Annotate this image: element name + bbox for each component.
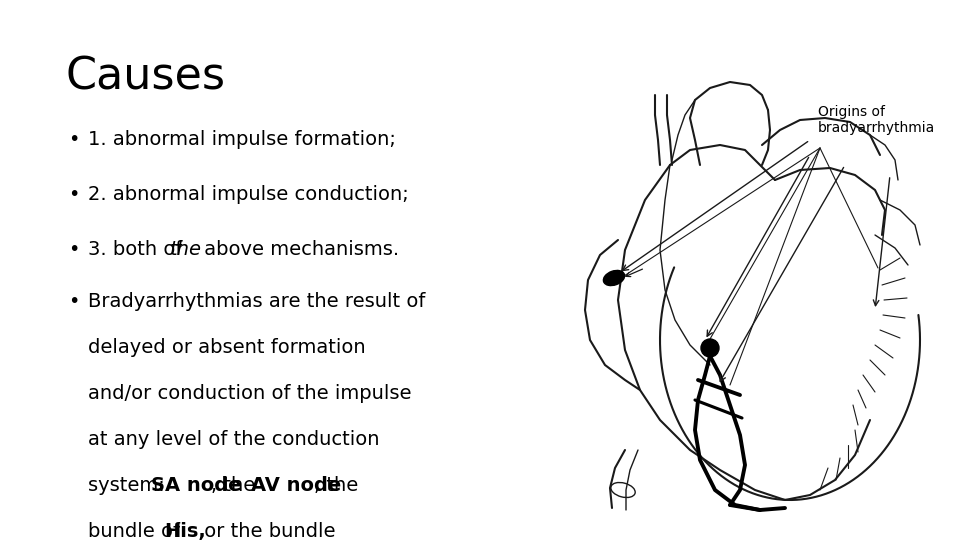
Text: •: • bbox=[68, 185, 80, 204]
Ellipse shape bbox=[604, 271, 625, 286]
Text: , the: , the bbox=[211, 476, 261, 495]
Text: His,: His, bbox=[164, 522, 205, 540]
Text: at any level of the conduction: at any level of the conduction bbox=[88, 430, 379, 449]
Text: above mechanisms.: above mechanisms. bbox=[198, 240, 399, 259]
Text: •: • bbox=[68, 240, 80, 259]
Text: 3. both of: 3. both of bbox=[88, 240, 188, 259]
Text: Origins of
bradyarrhythmia: Origins of bradyarrhythmia bbox=[818, 105, 935, 135]
Text: the: the bbox=[170, 240, 202, 259]
Text: , the: , the bbox=[314, 476, 358, 495]
Text: •: • bbox=[68, 130, 80, 149]
Text: Causes: Causes bbox=[65, 55, 225, 98]
Text: AV node: AV node bbox=[251, 476, 341, 495]
Text: Bradyarrhythmias are the result of: Bradyarrhythmias are the result of bbox=[88, 292, 425, 311]
Text: 1. abnormal impulse formation;: 1. abnormal impulse formation; bbox=[88, 130, 396, 149]
Text: •: • bbox=[68, 292, 80, 311]
Text: or the bundle: or the bundle bbox=[198, 522, 335, 540]
Ellipse shape bbox=[611, 483, 636, 497]
Text: bundle of: bundle of bbox=[88, 522, 186, 540]
Ellipse shape bbox=[701, 339, 719, 357]
Text: system:: system: bbox=[88, 476, 171, 495]
Text: 2. abnormal impulse conduction;: 2. abnormal impulse conduction; bbox=[88, 185, 409, 204]
Text: and/or conduction of the impulse: and/or conduction of the impulse bbox=[88, 384, 412, 403]
Text: delayed or absent formation: delayed or absent formation bbox=[88, 338, 366, 357]
Text: SA node: SA node bbox=[151, 476, 242, 495]
